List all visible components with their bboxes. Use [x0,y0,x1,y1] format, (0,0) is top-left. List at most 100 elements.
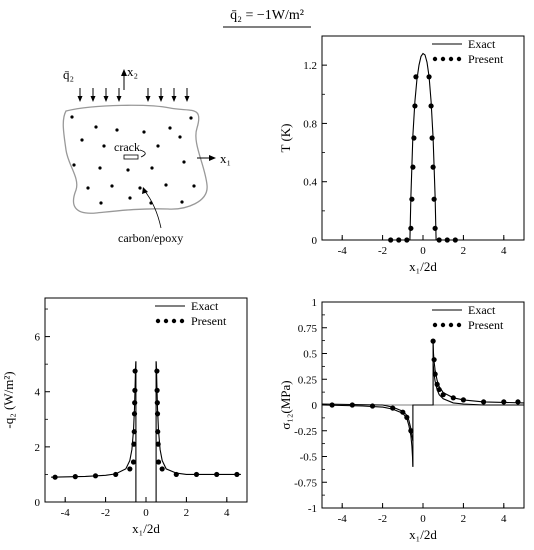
series-marker [369,403,376,409]
series-marker [430,164,436,170]
series-marker [131,411,138,417]
y-tick-label: -1 [308,503,317,515]
series-marker [155,429,161,435]
x-tick-label: 2 [184,507,190,519]
load-arrow-icon [103,96,109,102]
fiber-dot [156,144,160,148]
y-axis-label: -q₂ (W/m²) [1,371,16,428]
series-marker [412,103,418,109]
x-axis-label: x₁/2d [132,521,160,536]
legend-marker-swatch [171,318,177,324]
x-tick-label: -4 [338,513,348,525]
load-arrow-icon [158,96,164,102]
y-tick-label: 0 [312,400,318,412]
series-marker [452,237,458,243]
material-arrowhead-icon [142,187,148,194]
y-tick-label: 0.5 [303,349,317,361]
fiber-dot [189,116,193,120]
legend-label: Present [191,314,227,328]
load-arrow-icon [77,96,83,102]
series-marker [396,237,402,243]
series-marker [409,196,415,202]
x-tick-label: 2 [461,513,467,525]
series-marker [515,399,521,405]
series-marker [432,225,438,231]
load-arrow-icon [145,96,151,102]
load-arrow-icon [116,96,122,102]
series-marker [52,474,58,480]
schematic-diagram: q̄₂ x₂ x₁ crack carbon/epoxy [62,64,231,245]
series-marker [411,135,417,141]
x-tick-label: -2 [378,513,387,525]
fiber-dot [180,200,184,204]
fiber-dot [150,166,154,170]
series-marker [214,471,220,478]
series-marker [234,471,240,478]
crack-label: crack [114,140,140,154]
y-tick-label: 0 [312,235,318,247]
series-marker [410,164,416,170]
series-marker [431,196,437,202]
series-marker [413,74,419,80]
series-marker [400,409,406,415]
y-tick-label: 0 [35,497,41,509]
series-marker [404,414,410,420]
y-tick-label: -0.5 [300,452,318,464]
series-marker [450,395,456,401]
series-line [409,52,437,241]
series-line [155,361,241,475]
series-marker [132,387,138,393]
y-tick-label: 1 [312,297,318,309]
plot-frame [321,35,525,241]
series-line [321,404,414,467]
fiber-dot [138,186,142,190]
legend-marker-swatch [432,322,438,328]
body-outline [62,104,208,214]
x-tick-label: 4 [224,507,230,519]
series-marker [481,399,487,405]
series-marker [436,386,442,393]
load-arrow-icon [171,96,177,102]
y-axis-label: σ₁₂(MPa) [278,380,293,429]
x-tick-label: -4 [338,245,348,257]
series-marker [193,471,200,478]
load-arrows [77,88,190,102]
series-marker [154,411,161,417]
y-tick-label: 6 [35,332,41,344]
fiber-dot [115,128,119,132]
fiber-dot [168,126,172,130]
y-tick-label: 1.2 [303,60,317,72]
legend-label: Present [468,52,504,66]
series-marker [131,429,137,435]
series-marker [131,441,137,447]
y-tick-label: -0.75 [294,477,317,489]
series-marker [390,405,396,411]
x-tick-label: -4 [61,507,71,519]
series-line [432,363,524,406]
x2-arrowhead-icon [121,69,127,76]
fiber-dot [98,166,102,170]
x-tick-label: 0 [143,507,149,519]
series-marker [426,74,432,80]
y-tick-label: -0.25 [294,426,317,438]
series-marker [444,237,450,243]
fiber-dot [80,138,84,142]
legend-marker-swatch [432,56,438,62]
material-label: carbon/epoxy [118,231,183,245]
fiber-dot [99,201,103,205]
y-tick-label: 0.4 [303,177,317,189]
series-marker [72,474,78,480]
crack-pointer [139,149,146,158]
series-marker [432,371,438,377]
series-marker [132,400,138,406]
legend-marker-swatch [456,322,462,328]
fiber-dot [142,130,146,134]
y-tick-label: 0.75 [298,323,318,335]
series-marker [430,338,436,344]
series-marker [132,368,138,374]
series-marker [404,237,410,243]
series-marker [429,135,435,141]
series-marker [92,473,99,479]
